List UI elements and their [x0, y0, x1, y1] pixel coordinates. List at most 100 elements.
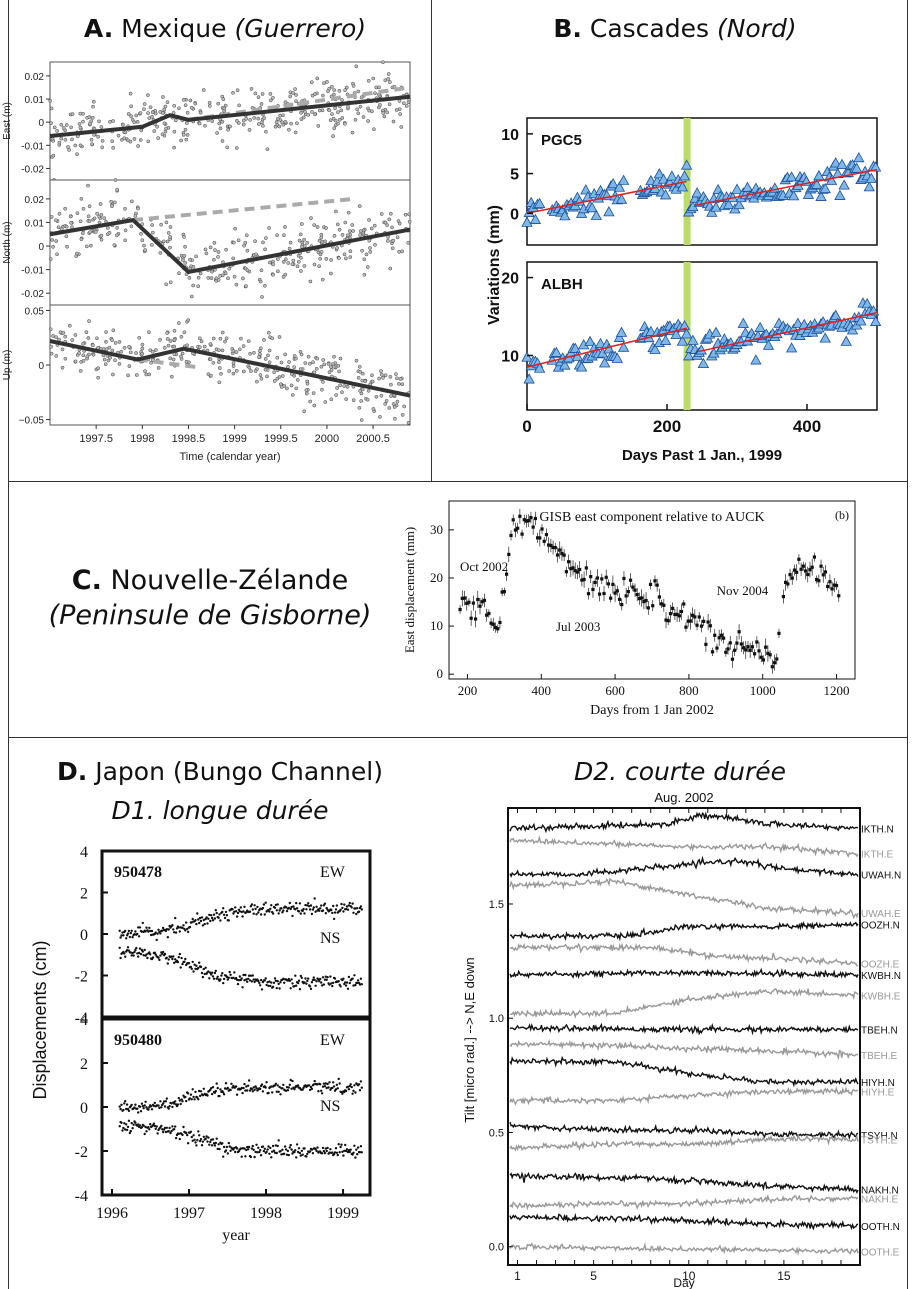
chart-a-data-point [204, 251, 209, 256]
chart-d2-series-OOZH.N: OOZH.N [509, 921, 900, 942]
chart-a-data-point [346, 104, 350, 109]
chart-d1-ns-point [277, 1139, 280, 1142]
chart-d1-ew-point [284, 1089, 288, 1092]
chart-a-data-point [136, 144, 140, 148]
chart-a-data-point [177, 106, 181, 111]
chart-d1-ns-point [245, 978, 248, 981]
chart-d1-ns-point [167, 958, 170, 961]
chart-d1-ew-point [248, 910, 252, 913]
chart-c-data-point [730, 657, 735, 661]
chart-c-data-point [648, 582, 653, 587]
chart-d1-ns-point [130, 1121, 133, 1125]
chart-d1-ns-point [210, 1144, 214, 1147]
chart-c-data-point [609, 596, 613, 600]
chart-d1-ew-point [327, 1086, 330, 1089]
chart-d1-ns-point [356, 1146, 360, 1149]
chart-a-data-point [215, 131, 219, 135]
chart-a-data-point [379, 212, 384, 216]
chart-d1-ns-point [288, 979, 291, 983]
chart-d1-ew-point [234, 906, 237, 909]
chart-a-data-point [168, 235, 172, 239]
chart-a-data-point [366, 119, 370, 123]
chart-b-data-point [811, 178, 823, 189]
chart-a-data-point [138, 111, 143, 115]
chart-d1-ns-point [142, 954, 145, 957]
chart-a-data-point [283, 257, 288, 262]
chart-a-data-point [323, 400, 328, 404]
chart-a-data-point [299, 352, 304, 357]
chart-a-data-point [61, 126, 66, 130]
chart-d1-ns-point [226, 978, 229, 981]
chart-a-data-point [298, 367, 303, 372]
chart-a-data-point [407, 212, 412, 217]
chart-a-data-point [150, 223, 155, 227]
chart-d1-ew-point [214, 909, 217, 912]
chart-a-data-point [295, 264, 300, 269]
chart-d2-series-label: TSYH.E [861, 1135, 897, 1146]
chart-d1-ns-point [247, 974, 251, 977]
chart-d1-ns-point [326, 1146, 329, 1150]
chart-a-data-point [63, 334, 68, 339]
chart-a-data-point [90, 115, 95, 120]
chart-d1-ew-point [196, 912, 199, 915]
chart-a-data-point [142, 107, 146, 112]
chart-d1-ew-point [140, 1102, 144, 1105]
chart-d1-ns-point [320, 981, 323, 984]
chart-d1-ew-point [142, 1107, 145, 1110]
chart-d1-ew-point [119, 1107, 122, 1111]
chart-d2-line [509, 1086, 859, 1106]
chart-a-data-point [359, 418, 364, 422]
chart-a-ylabel: North (m) [2, 221, 13, 263]
chart-d1-ns-point [314, 1148, 317, 1151]
chart-c-annotation: Jul 2003 [556, 619, 600, 634]
chart-a-data-point [400, 249, 405, 254]
chart-a-data-point [253, 91, 258, 96]
chart-c-data-point [715, 646, 719, 650]
chart-d1-ew-point [186, 930, 190, 934]
chart-d1-axes-box [100, 849, 372, 1019]
panel-c-name: Nouvelle-Zélande [110, 565, 349, 596]
chart-b-data-point [659, 189, 672, 200]
chart-d1-ew-point [206, 922, 209, 925]
chart-a-data-point [106, 358, 111, 363]
chart-a-data-point [75, 251, 79, 256]
chart-d1-ew-point [150, 1108, 154, 1111]
chart-d1-ew-point [232, 912, 235, 915]
chart-c-data-point [591, 587, 595, 592]
chart-b-data-point [802, 188, 815, 199]
chart-a-data-point [51, 244, 55, 249]
chart-a-data-point [383, 78, 388, 83]
chart-d1-ew-point [212, 913, 216, 916]
chart-c-data-point [662, 603, 666, 607]
chart-a-data-point [387, 217, 392, 222]
chart-d1-ns-point [225, 1145, 229, 1149]
chart-a-data-point [228, 124, 232, 129]
chart-a-data-point [265, 147, 270, 152]
chart-a-data-point [304, 388, 309, 393]
chart-d1-ew-point [154, 931, 157, 934]
chart-c-ytick-label: 0 [437, 666, 444, 681]
chart-d1-ew-point [321, 909, 325, 912]
chart-b-data-point [653, 168, 665, 179]
chart-d1-ns-point [222, 1155, 225, 1158]
chart-d1-ew-point [252, 1086, 255, 1089]
chart-d1-ew-point [241, 1091, 244, 1095]
chart-d1-ew-point [219, 919, 222, 922]
chart-d1-ns-point [259, 978, 263, 982]
chart-d1-ns-point [152, 1122, 156, 1125]
chart-c-data-point [710, 650, 715, 654]
chart-d1-ew-point [322, 1082, 326, 1085]
chart-d1-ns-point [342, 1154, 345, 1157]
chart-c-data-point [837, 594, 841, 598]
chart-d1-ew-point [145, 926, 148, 929]
chart-d1-ew-point [241, 915, 244, 918]
chart-a-data-point [335, 222, 340, 227]
chart-a-data-point [216, 255, 220, 259]
chart-d2-line [509, 811, 859, 834]
chart-c-data-point [502, 590, 506, 594]
chart-d1-ns-point [276, 1144, 279, 1148]
chart-d1-ns-point [250, 1147, 254, 1150]
chart-d1-ns-point [126, 946, 130, 949]
chart-b-trend-line-2 [694, 168, 878, 207]
chart-d1-ew-point [222, 1093, 226, 1096]
